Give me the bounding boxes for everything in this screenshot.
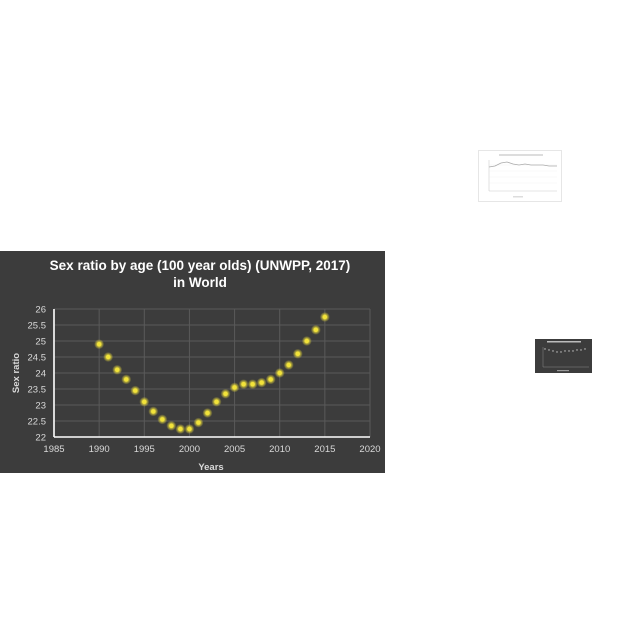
thumbnail-dark-chart[interactable] [535,339,592,373]
data-point [166,420,177,431]
data-point [175,424,186,434]
x-axis-label: Years [198,462,223,473]
data-point [301,336,312,346]
x-tick-label: 1985 [43,444,64,455]
x-tick-label: 2020 [359,444,380,455]
y-tick-label: 22.5 [28,417,47,428]
x-tick-label: 1990 [89,444,110,455]
data-point [184,424,195,434]
data-point [247,379,258,390]
grid-lines [54,308,371,437]
tick-labels: 22 22.5 23 23.5 24 24.5 25 25.5 26 1985 1990 1995 20… [28,305,381,456]
y-tick-label: 23 [35,401,46,412]
axes [53,309,370,438]
data-point [94,339,105,350]
data-point [130,385,141,396]
data-point [265,374,276,385]
y-axis-label: Sex ratio [11,353,22,393]
data-points [94,312,330,434]
data-point [310,324,321,335]
data-point [229,382,240,393]
data-point [103,352,114,362]
x-tick-label: 2010 [269,444,290,455]
data-point [112,364,123,375]
thumbnail-light-chart[interactable] [478,150,562,202]
y-tick-label: 26 [35,305,46,316]
data-point [319,312,330,322]
chart-svg: Sex ratio by age (100 year olds) (UNWPP,… [11,258,381,473]
data-point [238,379,249,390]
x-tick-label: 1995 [134,444,155,455]
y-tick-label: 25.5 [28,321,47,332]
data-point [139,396,150,407]
y-tick-label: 22 [35,433,46,444]
x-tick-label: 2000 [179,444,200,455]
sex-ratio-chart: Sex ratio by age (100 year olds) (UNWPP,… [0,251,385,473]
x-tick-label: 2015 [314,444,335,455]
y-tick-label: 24 [35,369,46,380]
data-point [157,414,168,425]
y-tick-label: 25 [35,337,46,348]
y-tick-label: 23.5 [28,385,47,396]
x-tick-label: 2005 [224,444,245,455]
data-point [256,377,267,388]
data-point [121,374,132,385]
data-point [202,408,213,418]
y-tick-label: 24.5 [28,353,47,364]
data-point [193,417,204,428]
data-point [211,396,222,407]
data-point [148,406,159,417]
data-point [220,388,231,399]
chart-title-line1: Sex ratio by age (100 year olds) (UNWPP,… [50,258,351,273]
data-point [283,360,294,370]
data-point [274,368,285,378]
thumbnail-dark-chart-graphic [542,341,589,372]
thumbnail-light-chart-graphic [488,154,557,198]
chart-title-line2: in World [173,275,227,290]
data-point [292,348,303,359]
